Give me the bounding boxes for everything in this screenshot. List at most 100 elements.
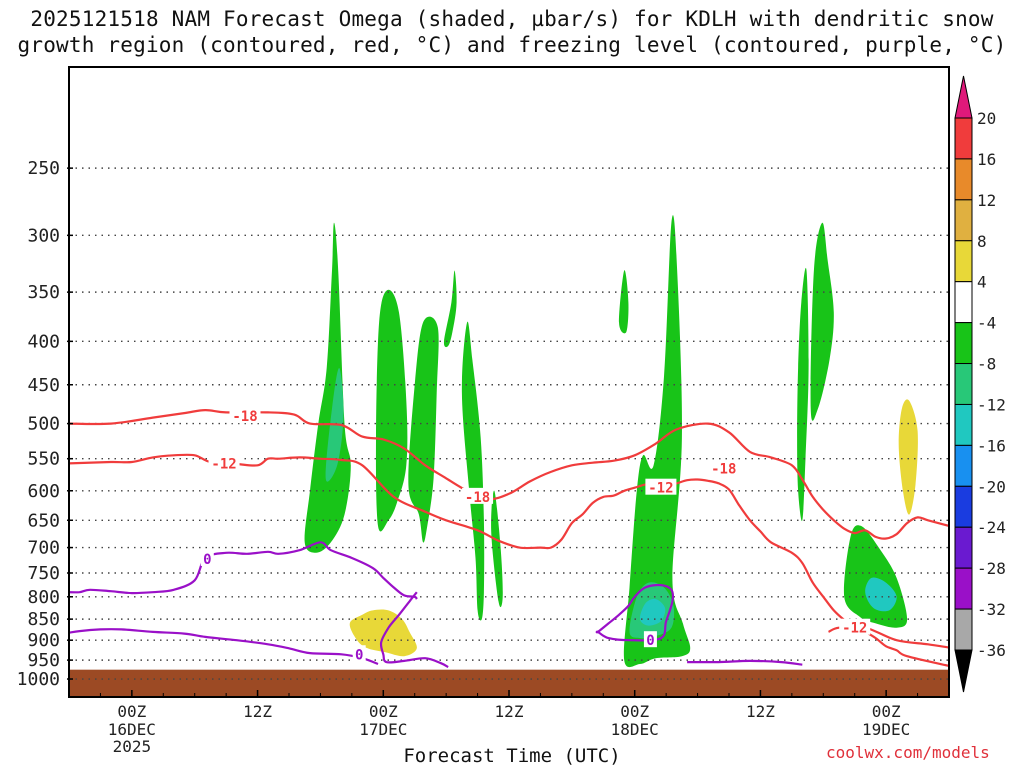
x-tick-sublabel: 19DEC [862,720,910,739]
freezing-level-line [69,628,379,666]
x-tick-label: 00Z [369,702,398,721]
contour-lines [69,408,949,668]
omega-region [443,270,457,348]
omega-region [255,557,262,619]
colorbar-label: -24 [977,518,1006,537]
x-tick-sublabel: 18DEC [611,720,659,739]
chart-title-line2: growth region (contoured, red, °C) and f… [17,33,1007,57]
omega-region [667,234,677,558]
y-tick-label: 950 [27,650,60,671]
omega-region [797,267,809,522]
y-tick-label: 750 [27,563,60,584]
omega-shading [255,215,949,668]
chart-title-line1: 2025121518 NAM Forecast Omega (shaded, µ… [30,7,994,31]
colorbar-label: -12 [977,395,1006,414]
colorbar-bin [954,526,973,569]
x-tick-sublabel: 16DEC [108,720,156,739]
colorbar-bin [954,240,973,283]
colorbar-bin [954,403,973,446]
y-tick-label: 350 [27,282,60,303]
freezing-level-line [687,659,803,666]
x-tick-sublabel: 2025 [113,737,152,756]
omega-region [786,622,843,662]
contour-label: 0 [355,647,363,663]
colorbar-label: 8 [977,232,987,251]
contour-label-bg [708,459,740,476]
omega-region [865,577,897,612]
omega-region [849,644,887,664]
colorbar-bin [954,444,973,487]
contour-label-bg [645,478,677,495]
credit-link[interactable]: coolwx.com/models [826,743,990,762]
contour-label: -12 [211,456,236,472]
x-tick-label: 00Z [872,702,901,721]
contour-label-bg [643,631,657,648]
colorbar-label: 12 [977,191,996,210]
dendritic-line [828,625,949,649]
contour-label: -12 [648,481,673,497]
colorbar-bin [954,117,973,160]
colorbar-label: -16 [977,436,1006,455]
y-tick-label: 300 [27,225,60,246]
colorbar-label: 20 [977,109,996,128]
dendritic-line [69,453,949,667]
y-tick-label: 500 [27,414,60,435]
colorbar-bin [954,485,973,528]
freezing-level-line [379,591,449,668]
omega-region [898,399,918,515]
colorbar-label: -4 [977,314,996,333]
contour-label-bg [462,487,494,504]
y-tick-label: 650 [27,510,60,531]
contour-label: -18 [465,490,490,506]
colorbar: 20 16 12 8 4 -4 -8 -12 -16 -20 -24 -28 -32 -36 [954,75,1006,693]
y-tick-label: 550 [27,449,60,470]
colorbar-bin [954,363,973,405]
y-tick-label: 850 [27,609,60,630]
colorbar-label: -28 [977,559,1006,578]
contour-label: 0 [646,633,654,649]
contour-label: 0 [203,552,211,568]
colorbar-label: -36 [977,641,1006,660]
contour-label-bg [352,645,366,662]
colorbar-bin [954,322,973,365]
omega-region [618,270,629,334]
x-tick-label: 12Z [243,702,272,721]
y-axis: 2503003504004505005506006507007508008509… [17,158,73,690]
contour-label: -18 [711,462,736,478]
y-tick-label: 900 [27,630,60,651]
omega-region [304,222,351,553]
contour-label: -12 [842,621,867,637]
freezing-level-line [595,583,675,642]
colorbar-bin [954,608,973,651]
colorbar-bin [954,567,973,610]
y-tick-label: 700 [27,538,60,559]
omega-region [375,289,408,532]
omega-region [441,392,448,432]
colorbar-under-triangle [954,649,973,693]
y-tick-label: 450 [27,375,60,396]
colorbar-bin [954,281,973,324]
x-tick-sublabel: 17DEC [359,720,407,739]
colorbar-bin [954,158,973,201]
colorbar-label: -20 [977,477,1006,496]
contour-label: -18 [232,409,257,425]
colorbar-label: 4 [977,273,987,292]
colorbar-bin [954,199,973,242]
omega-region [810,222,834,421]
contour-label-bg [839,618,871,635]
omega-region [408,316,439,543]
contour-label-bg [200,549,214,566]
colorbar-over-triangle [954,75,973,119]
colorbar-label: -8 [977,355,996,374]
colorbar-label: 16 [977,150,996,169]
y-tick-label: 250 [27,158,60,179]
contour-label-bg [208,454,240,471]
dendritic-line [69,408,949,540]
omega-region [491,490,503,608]
omega-region [843,525,908,628]
x-tick-label: 12Z [746,702,775,721]
contour-labels: -18 -18 -18 -12 -12 -12 0 0 0 [200,407,871,663]
contour-label-bg [229,407,261,424]
